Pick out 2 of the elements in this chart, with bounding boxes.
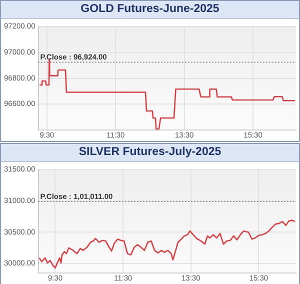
chart-title: SILVER Futures-July-2025 xyxy=(1,144,299,162)
chart-title: GOLD Futures-June-2025 xyxy=(1,1,299,19)
